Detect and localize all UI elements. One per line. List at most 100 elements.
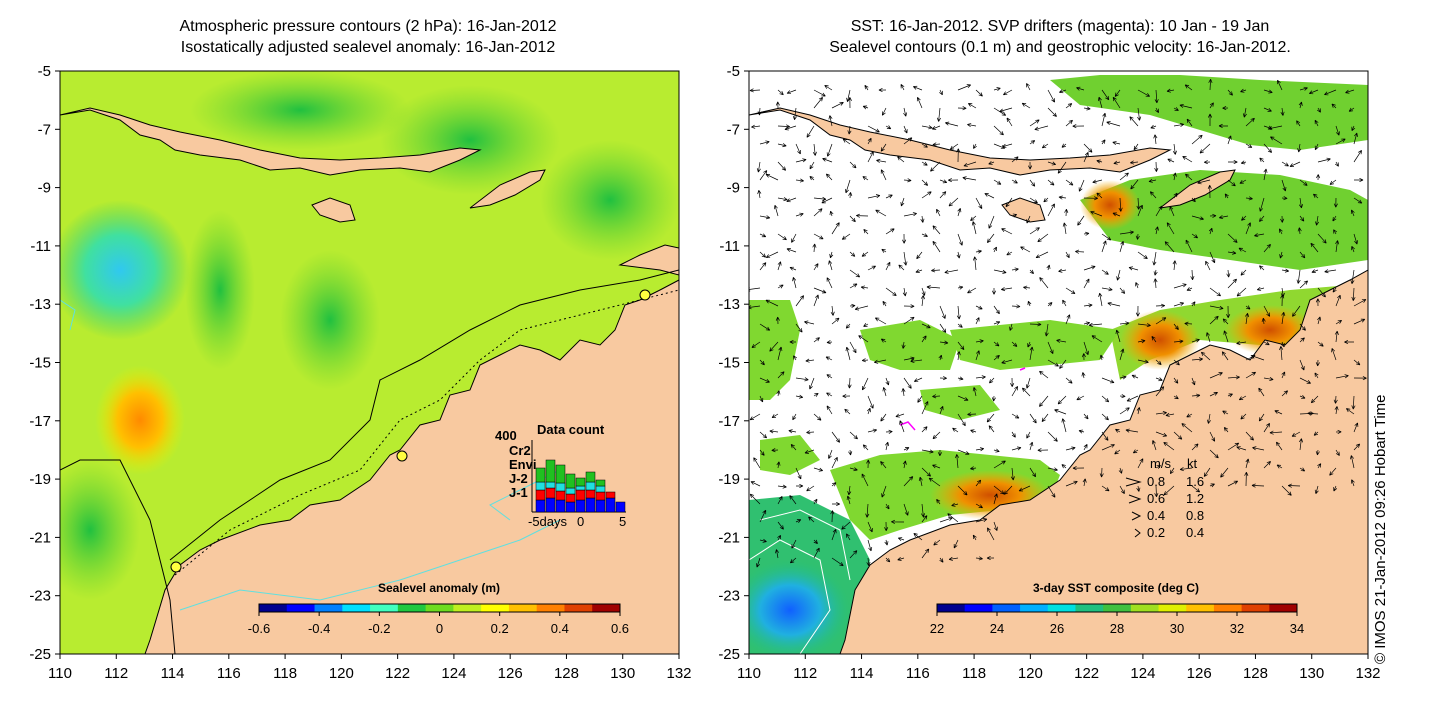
velocity-vector bbox=[866, 459, 871, 469]
left-y-tick-label: -11 bbox=[30, 238, 51, 255]
velocity-vector bbox=[999, 107, 1013, 113]
velocity-vector bbox=[1251, 354, 1265, 361]
velocity-vector bbox=[795, 483, 804, 488]
velocity-vector bbox=[1291, 431, 1301, 437]
velocity-vector bbox=[849, 341, 857, 354]
velocity-vector bbox=[916, 97, 923, 109]
right-y-tick-label: -23 bbox=[718, 588, 740, 605]
velocity-vector bbox=[1335, 125, 1340, 136]
velocity-vector bbox=[809, 175, 815, 181]
velocity-vector bbox=[1006, 117, 1013, 127]
velocity-vector bbox=[1218, 215, 1229, 220]
velocity-vector bbox=[1263, 376, 1274, 381]
velocity-vector bbox=[866, 557, 871, 566]
velocity-vector bbox=[897, 556, 905, 561]
velocity-vector bbox=[1281, 371, 1286, 379]
velocity-vector bbox=[795, 467, 802, 480]
velocity-vector bbox=[795, 394, 804, 399]
velocity-vector bbox=[1003, 89, 1013, 96]
velocity-vector bbox=[759, 215, 771, 220]
velocity-vector bbox=[913, 85, 923, 91]
velocity-legend-arrow bbox=[1125, 477, 1142, 487]
velocity-vector bbox=[1209, 483, 1215, 488]
velocity-vector bbox=[1252, 446, 1265, 451]
velocity-vector bbox=[936, 499, 941, 505]
velocity-vector bbox=[1334, 330, 1339, 343]
velocity-vector bbox=[1034, 125, 1049, 131]
velocity-vector bbox=[1259, 215, 1265, 222]
colorbar-swatch bbox=[964, 604, 993, 612]
velocity-vector bbox=[749, 493, 761, 505]
velocity-vector bbox=[901, 341, 906, 349]
velocity-vector bbox=[1054, 409, 1067, 415]
velocity-vector bbox=[903, 503, 909, 516]
data-count-bar-segment bbox=[565, 473, 576, 489]
velocity-vector bbox=[1209, 287, 1221, 297]
velocity-vector bbox=[993, 305, 1000, 315]
velocity-vector bbox=[809, 377, 815, 390]
velocity-vector bbox=[1011, 156, 1019, 163]
velocity-vector bbox=[769, 341, 779, 352]
velocity-vector bbox=[921, 179, 929, 186]
velocity-vector bbox=[885, 441, 890, 451]
velocity-vector bbox=[895, 413, 905, 418]
velocity-vector bbox=[777, 521, 784, 530]
velocity-vector bbox=[933, 539, 941, 546]
velocity-vector bbox=[1299, 337, 1305, 343]
velocity-vector bbox=[795, 377, 809, 382]
velocity-vector bbox=[1132, 449, 1139, 454]
data-count-legend-entry: Cr2 bbox=[509, 443, 531, 458]
data-count-bar-segment bbox=[595, 479, 606, 487]
velocity-vector bbox=[947, 513, 959, 523]
velocity-vector bbox=[1006, 251, 1013, 256]
velocity-vector bbox=[1313, 193, 1319, 199]
data-count-bar-segment bbox=[615, 501, 626, 513]
velocity-vector bbox=[841, 521, 851, 530]
velocity-vector bbox=[885, 287, 897, 296]
right-title-line2: Sealevel contours (0.1 m) and geostrophi… bbox=[829, 39, 1291, 56]
velocity-vector bbox=[1112, 141, 1121, 146]
velocity-vector bbox=[1130, 179, 1139, 190]
velocity-vector bbox=[867, 521, 873, 533]
velocity-vector bbox=[1335, 161, 1339, 167]
velocity-vector bbox=[931, 268, 941, 273]
velocity-vector bbox=[854, 305, 869, 311]
velocity-vector bbox=[1184, 84, 1193, 91]
velocity-vector bbox=[993, 341, 1000, 347]
velocity-vector bbox=[1277, 79, 1283, 91]
velocity-vector bbox=[1227, 250, 1237, 255]
velocity-vector bbox=[849, 303, 856, 308]
velocity-vector bbox=[862, 105, 869, 110]
velocity-vector bbox=[948, 556, 959, 561]
velocity-vector bbox=[1114, 89, 1121, 97]
left-x-tick-label: 112 bbox=[104, 665, 128, 682]
velocity-vector bbox=[1101, 377, 1115, 384]
velocity-vector bbox=[1245, 143, 1253, 148]
velocity-vector bbox=[1314, 485, 1319, 494]
velocity-vector bbox=[1101, 395, 1110, 403]
left-y-tick-label: -25 bbox=[29, 646, 51, 663]
velocity-vector bbox=[789, 266, 797, 271]
velocity-vector bbox=[1335, 429, 1342, 434]
velocity-vector bbox=[826, 277, 833, 289]
velocity-vector bbox=[928, 477, 941, 487]
velocity-vector bbox=[875, 209, 887, 217]
data-count-bar-segment bbox=[595, 499, 606, 513]
velocity-vector bbox=[1155, 107, 1159, 113]
velocity-vector bbox=[812, 143, 817, 156]
velocity-vector bbox=[1191, 233, 1198, 239]
velocity-vector bbox=[1029, 441, 1034, 451]
velocity-vector bbox=[1292, 305, 1301, 317]
velocity-vector bbox=[988, 215, 995, 229]
velocity-vector bbox=[1172, 172, 1177, 181]
velocity-vector bbox=[902, 287, 907, 297]
velocity-vector bbox=[967, 123, 977, 128]
velocity-vector bbox=[765, 174, 779, 181]
velocity-vector bbox=[1240, 160, 1247, 165]
velocity-vector bbox=[1065, 119, 1073, 127]
velocity-vector bbox=[1314, 372, 1319, 379]
velocity-vector bbox=[932, 142, 941, 147]
data-count-legend-entry: J-2 bbox=[509, 471, 528, 486]
velocity-vector bbox=[759, 431, 768, 439]
cool-sst-area bbox=[749, 560, 850, 654]
